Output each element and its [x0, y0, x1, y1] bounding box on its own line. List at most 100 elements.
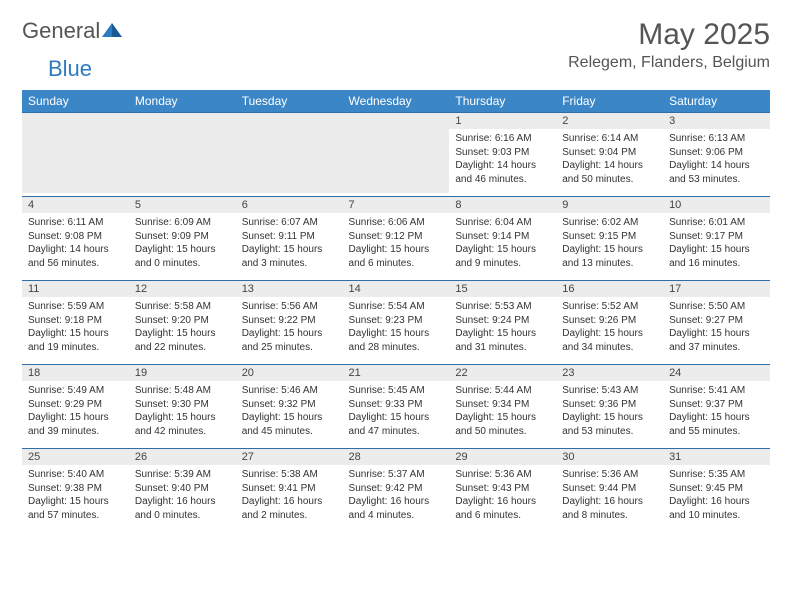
day-header: Tuesday [236, 90, 343, 113]
sunset-line: Sunset: 9:45 PM [669, 482, 764, 496]
daylight-line: Daylight: 15 hours and 57 minutes. [28, 495, 123, 522]
calendar-cell: 30Sunrise: 5:36 AMSunset: 9:44 PMDayligh… [556, 449, 663, 533]
daylight-line: Daylight: 15 hours and 25 minutes. [242, 327, 337, 354]
sunset-line: Sunset: 9:38 PM [28, 482, 123, 496]
calendar-cell: 11Sunrise: 5:59 AMSunset: 9:18 PMDayligh… [22, 281, 129, 365]
day-details: Sunrise: 6:13 AMSunset: 9:06 PMDaylight:… [663, 129, 770, 190]
day-details: Sunrise: 6:01 AMSunset: 9:17 PMDaylight:… [663, 213, 770, 274]
calendar-cell: 31Sunrise: 5:35 AMSunset: 9:45 PMDayligh… [663, 449, 770, 533]
daylight-line: Daylight: 15 hours and 42 minutes. [135, 411, 230, 438]
calendar-cell: 2Sunrise: 6:14 AMSunset: 9:04 PMDaylight… [556, 113, 663, 197]
day-details: Sunrise: 6:04 AMSunset: 9:14 PMDaylight:… [449, 213, 556, 274]
daylight-line: Daylight: 16 hours and 8 minutes. [562, 495, 657, 522]
sunset-line: Sunset: 9:29 PM [28, 398, 123, 412]
day-details: Sunrise: 6:16 AMSunset: 9:03 PMDaylight:… [449, 129, 556, 190]
day-header: Friday [556, 90, 663, 113]
daylight-line: Daylight: 15 hours and 3 minutes. [242, 243, 337, 270]
calendar-cell [343, 113, 450, 197]
calendar-week: 4Sunrise: 6:11 AMSunset: 9:08 PMDaylight… [22, 197, 770, 281]
sunset-line: Sunset: 9:40 PM [135, 482, 230, 496]
sunset-line: Sunset: 9:12 PM [349, 230, 444, 244]
calendar-cell: 9Sunrise: 6:02 AMSunset: 9:15 PMDaylight… [556, 197, 663, 281]
month-title: May 2025 [568, 18, 770, 52]
sunrise-line: Sunrise: 6:09 AM [135, 216, 230, 230]
sunrise-line: Sunrise: 6:02 AM [562, 216, 657, 230]
day-number: 23 [556, 365, 663, 381]
sunrise-line: Sunrise: 5:49 AM [28, 384, 123, 398]
day-number: 14 [343, 281, 450, 297]
day-number: 27 [236, 449, 343, 465]
day-number: 18 [22, 365, 129, 381]
daylight-line: Daylight: 14 hours and 53 minutes. [669, 159, 764, 186]
day-header: Sunday [22, 90, 129, 113]
sunrise-line: Sunrise: 5:52 AM [562, 300, 657, 314]
day-number: 13 [236, 281, 343, 297]
sunset-line: Sunset: 9:15 PM [562, 230, 657, 244]
calendar-cell: 24Sunrise: 5:41 AMSunset: 9:37 PMDayligh… [663, 365, 770, 449]
day-details: Sunrise: 5:40 AMSunset: 9:38 PMDaylight:… [22, 465, 129, 526]
sunrise-line: Sunrise: 6:01 AM [669, 216, 764, 230]
sunrise-line: Sunrise: 5:54 AM [349, 300, 444, 314]
day-number: 11 [22, 281, 129, 297]
sunset-line: Sunset: 9:17 PM [669, 230, 764, 244]
day-details: Sunrise: 6:07 AMSunset: 9:11 PMDaylight:… [236, 213, 343, 274]
daylight-line: Daylight: 15 hours and 47 minutes. [349, 411, 444, 438]
day-details: Sunrise: 5:54 AMSunset: 9:23 PMDaylight:… [343, 297, 450, 358]
sunrise-line: Sunrise: 5:38 AM [242, 468, 337, 482]
daylight-line: Daylight: 15 hours and 34 minutes. [562, 327, 657, 354]
day-details: Sunrise: 5:52 AMSunset: 9:26 PMDaylight:… [556, 297, 663, 358]
day-details: Sunrise: 5:58 AMSunset: 9:20 PMDaylight:… [129, 297, 236, 358]
day-number: 16 [556, 281, 663, 297]
day-details: Sunrise: 6:06 AMSunset: 9:12 PMDaylight:… [343, 213, 450, 274]
daylight-line: Daylight: 15 hours and 16 minutes. [669, 243, 764, 270]
calendar-cell: 6Sunrise: 6:07 AMSunset: 9:11 PMDaylight… [236, 197, 343, 281]
calendar-cell: 8Sunrise: 6:04 AMSunset: 9:14 PMDaylight… [449, 197, 556, 281]
calendar-cell: 25Sunrise: 5:40 AMSunset: 9:38 PMDayligh… [22, 449, 129, 533]
day-details: Sunrise: 5:48 AMSunset: 9:30 PMDaylight:… [129, 381, 236, 442]
day-details: Sunrise: 5:35 AMSunset: 9:45 PMDaylight:… [663, 465, 770, 526]
sunrise-line: Sunrise: 6:13 AM [669, 132, 764, 146]
day-details: Sunrise: 5:36 AMSunset: 9:43 PMDaylight:… [449, 465, 556, 526]
sunrise-line: Sunrise: 5:39 AM [135, 468, 230, 482]
daylight-line: Daylight: 16 hours and 6 minutes. [455, 495, 550, 522]
sunset-line: Sunset: 9:23 PM [349, 314, 444, 328]
sunrise-line: Sunrise: 6:06 AM [349, 216, 444, 230]
brand-mark-icon [102, 19, 124, 44]
sunrise-line: Sunrise: 5:46 AM [242, 384, 337, 398]
sunset-line: Sunset: 9:09 PM [135, 230, 230, 244]
brand-logo: General [22, 18, 126, 44]
calendar-table: SundayMondayTuesdayWednesdayThursdayFrid… [22, 90, 770, 533]
sunset-line: Sunset: 9:43 PM [455, 482, 550, 496]
sunset-line: Sunset: 9:27 PM [669, 314, 764, 328]
calendar-cell: 13Sunrise: 5:56 AMSunset: 9:22 PMDayligh… [236, 281, 343, 365]
brand-name-a: General [22, 18, 100, 44]
day-details: Sunrise: 5:46 AMSunset: 9:32 PMDaylight:… [236, 381, 343, 442]
calendar-week: 18Sunrise: 5:49 AMSunset: 9:29 PMDayligh… [22, 365, 770, 449]
sunset-line: Sunset: 9:03 PM [455, 146, 550, 160]
daylight-line: Daylight: 15 hours and 39 minutes. [28, 411, 123, 438]
calendar-body: 1Sunrise: 6:16 AMSunset: 9:03 PMDaylight… [22, 113, 770, 533]
sunset-line: Sunset: 9:22 PM [242, 314, 337, 328]
day-number: 3 [663, 113, 770, 129]
sunrise-line: Sunrise: 5:40 AM [28, 468, 123, 482]
daylight-line: Daylight: 16 hours and 4 minutes. [349, 495, 444, 522]
sunrise-line: Sunrise: 5:37 AM [349, 468, 444, 482]
sunrise-line: Sunrise: 5:41 AM [669, 384, 764, 398]
daylight-line: Daylight: 16 hours and 2 minutes. [242, 495, 337, 522]
calendar-cell: 7Sunrise: 6:06 AMSunset: 9:12 PMDaylight… [343, 197, 450, 281]
day-number: 26 [129, 449, 236, 465]
day-details: Sunrise: 6:11 AMSunset: 9:08 PMDaylight:… [22, 213, 129, 274]
sunrise-line: Sunrise: 5:58 AM [135, 300, 230, 314]
daylight-line: Daylight: 15 hours and 50 minutes. [455, 411, 550, 438]
sunset-line: Sunset: 9:36 PM [562, 398, 657, 412]
daylight-line: Daylight: 15 hours and 55 minutes. [669, 411, 764, 438]
sunrise-line: Sunrise: 5:36 AM [562, 468, 657, 482]
day-details: Sunrise: 5:37 AMSunset: 9:42 PMDaylight:… [343, 465, 450, 526]
daylight-line: Daylight: 15 hours and 28 minutes. [349, 327, 444, 354]
sunrise-line: Sunrise: 6:11 AM [28, 216, 123, 230]
day-number: 24 [663, 365, 770, 381]
day-number: 8 [449, 197, 556, 213]
daylight-line: Daylight: 15 hours and 6 minutes. [349, 243, 444, 270]
sunset-line: Sunset: 9:30 PM [135, 398, 230, 412]
day-number: 21 [343, 365, 450, 381]
